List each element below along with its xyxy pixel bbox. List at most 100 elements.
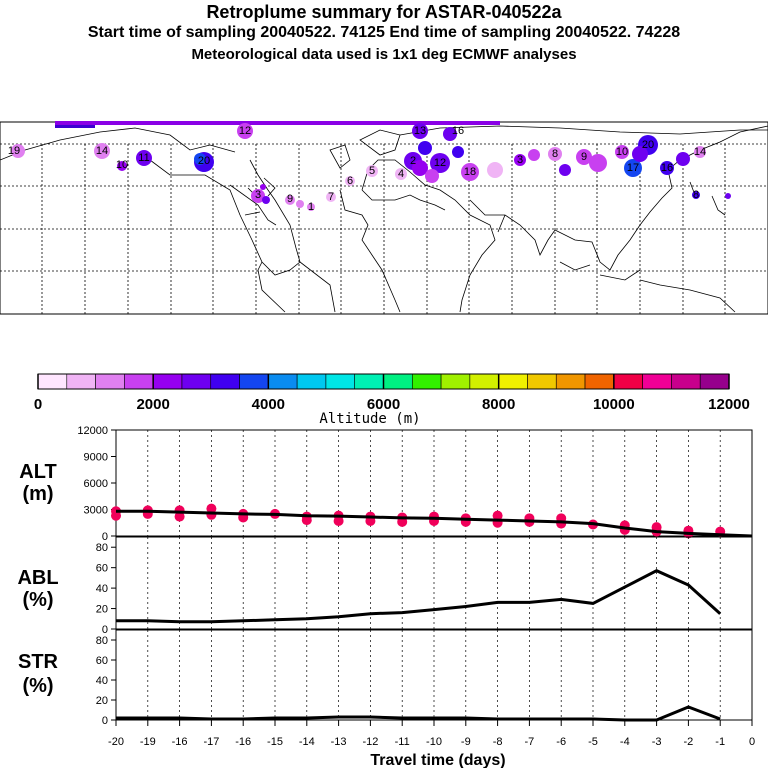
panel-label: STR: [18, 651, 59, 673]
plume-cluster-dot: [425, 169, 439, 183]
panel-unit: (m): [22, 483, 53, 505]
panel-alt: 12000 9000 6000 3000 0 ALT(m): [19, 425, 753, 543]
plume-cluster-dot: [345, 176, 355, 186]
cluster-label: 13: [414, 125, 426, 137]
plume-streak: [55, 121, 500, 125]
panel-str: 80 60 40 20 0 STR(%): [18, 629, 753, 727]
y-tick-label: 60: [96, 655, 108, 667]
colorbar-swatch: [642, 373, 672, 390]
british-isles: [329, 144, 351, 169]
cluster-label: 20: [198, 155, 210, 167]
plume-streak: [55, 125, 95, 128]
colorbar-swatch: [181, 373, 212, 390]
plume-cluster-dot: [430, 153, 450, 173]
cluster-label: 8: [552, 148, 558, 160]
panel-label: ABL: [17, 567, 58, 589]
altitude-colorbar: 0 2000 4000 6000 8000 10000 12000 Altitude (m): [34, 373, 750, 427]
colorbar-tick-label: 4000: [252, 396, 285, 413]
cluster-label: 4: [398, 168, 404, 180]
x-tick-label: -7: [525, 736, 535, 748]
cluster-label: 11: [138, 152, 149, 164]
y-tick-label: 0: [102, 715, 108, 727]
y-tick-label: 12000: [77, 425, 108, 437]
plume-cluster-dot: [452, 146, 464, 158]
cluster-label: 14: [694, 146, 706, 158]
colorbar-swatch: [469, 373, 499, 390]
australia-north: [639, 279, 736, 313]
x-tick-label: 0: [749, 736, 755, 748]
panel-unit: (%): [22, 675, 53, 697]
x-tick-label: -6: [556, 736, 566, 748]
cluster-label: 20: [642, 139, 654, 151]
plume-cluster-dot: [117, 161, 127, 171]
plume-cluster-dot: [412, 160, 428, 176]
plume-cluster-dot: [514, 154, 526, 166]
altitude-point: [174, 511, 185, 522]
sampling-times: Start time of sampling 20040522. 74125 E…: [87, 24, 681, 41]
colorbar-swatch: [498, 373, 528, 390]
north-america-coast: [149, 159, 301, 276]
east-asia-coast: [554, 125, 768, 271]
colorbar-swatch: [527, 373, 557, 390]
meteo-source: Meteorological data used is 1x1 deg ECMW…: [191, 46, 577, 63]
plume-cluster-dot: [694, 146, 706, 158]
cluster-label: 3: [255, 189, 261, 201]
y-tick-label: 9000: [84, 452, 108, 464]
x-tick-label: -5: [588, 736, 598, 748]
cluster-label: 18: [464, 166, 476, 178]
plume-cluster-dot: [676, 152, 690, 166]
cluster-label: 3: [517, 154, 523, 166]
colorbar-swatch: [383, 373, 413, 390]
colorbar-swatch: [152, 373, 183, 390]
plume-cluster-dot: [251, 189, 265, 203]
indonesia: [559, 261, 641, 281]
altitude-point: [333, 515, 344, 526]
colorbar-swatch: [268, 373, 298, 390]
x-tick-label: -9: [461, 736, 471, 748]
colorbar-swatch: [95, 373, 125, 390]
plume-cluster-dot: [487, 162, 503, 178]
altitude-point: [301, 515, 312, 526]
colorbar-tick-label: 10000: [593, 396, 635, 413]
plume-cluster-dot: [576, 149, 592, 165]
altitude-point: [206, 509, 217, 520]
chart-title: Retroplume summary for ASTAR-040522a: [206, 2, 562, 22]
east-africa-coast: [361, 159, 496, 313]
colorbar-swatch: [411, 373, 442, 390]
cluster-label: 16: [452, 125, 464, 137]
colorbar-swatch: [66, 373, 96, 390]
plume-cluster-dot: [307, 203, 315, 211]
colorbar-swatch: [37, 373, 68, 390]
panel-label: ALT: [19, 461, 56, 483]
colorbar-swatch: [239, 373, 269, 390]
plume-cluster-dot: [262, 196, 270, 204]
x-tick-label: -19: [140, 736, 156, 748]
x-tick-label: -11: [395, 736, 410, 748]
x-tick-label: -17: [203, 736, 219, 748]
plume-cluster-dot: [548, 147, 562, 161]
x-tick-label: -8: [493, 736, 503, 748]
cluster-label: 5: [369, 165, 375, 177]
y-tick-label: 0: [102, 624, 108, 636]
plume-cluster-dot: [461, 163, 479, 181]
plume-cluster-dot: [326, 192, 336, 202]
x-tick-label: -12: [362, 736, 378, 748]
plume-cluster-dot: [136, 150, 152, 166]
arabia-india: [469, 199, 556, 257]
altitude-point: [111, 510, 121, 521]
x-tick-label: -16: [172, 736, 188, 748]
colorbar-swatch: [210, 373, 240, 390]
gulf-coast: [229, 184, 277, 226]
colorbar-swatch: [671, 373, 701, 390]
cluster-label: 10: [616, 146, 628, 158]
x-axis-label: Travel time (days): [370, 752, 505, 768]
plume-cluster-dot: [395, 168, 407, 180]
alt-series-line: [116, 509, 753, 538]
west-africa-coast: [339, 189, 401, 313]
plume-cluster-dot: [412, 123, 428, 139]
plume-cluster-dot: [94, 143, 110, 159]
x-tick-label: -4: [620, 736, 630, 748]
altitude-point: [556, 518, 567, 529]
cluster-label: 9: [581, 151, 587, 163]
cluster-label: 16: [661, 162, 673, 174]
